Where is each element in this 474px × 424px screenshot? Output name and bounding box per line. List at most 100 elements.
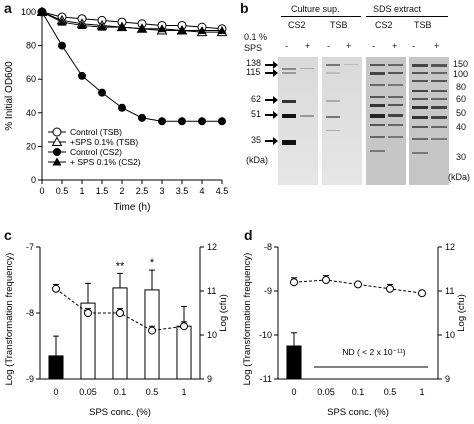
x-axis-label: SPS conc. (%) [89,407,151,418]
marker-left-62: 62 [251,94,262,104]
legend-marker [51,136,63,146]
lane-label-cs2-sds: CS2 [375,20,393,30]
marker-right-30: 30 [456,152,467,162]
legend-marker [52,157,62,166]
nd-annotation: ND ( < 2 x 10⁻¹¹) [342,347,405,357]
y-axis-label: Log (Transformation frequency) [242,253,253,386]
data-point [138,113,146,122]
marker-left-35: 35 [251,135,262,145]
x-tick-label: 4.5 [216,186,229,196]
bar [112,287,128,380]
bar [80,302,96,380]
marker-left-138: 138 [246,58,262,68]
series-line [41,11,223,30]
x-tick-label: 0.05 [317,387,335,397]
y-axis-label: Log (Transformation frequency) [4,253,15,386]
data-point [98,88,106,97]
marker-left-115: 115 [246,67,261,77]
panel-c-letter: c [4,227,12,243]
data-point [118,103,126,112]
series-line [41,11,222,31]
significance-mark: * [150,257,155,269]
kda-label-right: (kDa) [448,172,470,182]
cfu-point [148,326,156,335]
cfu-point [322,276,330,284]
x-tick-label: 0.5 [146,387,159,397]
bar [48,355,64,380]
marker-right-60: 60 [456,94,467,104]
y-axis-label: % Initial OD600 [4,61,15,131]
legend-label: + SPS 0.1% (CS2) [70,157,141,167]
legend-marker [53,148,61,156]
y-right-tick-label: 10 [207,330,217,340]
legend-label: Control (TSB) [70,127,122,137]
marker-right-150: 150 [453,59,469,69]
x-tick-label: 0.1 [352,387,365,397]
x-tick-label: 1.5 [96,186,109,196]
data-point [157,24,167,33]
data-point [117,22,127,31]
x-tick-label: 3.5 [176,186,189,196]
series-line [41,11,222,33]
y-tick-label: 40 [26,108,36,118]
group-label-culture-sup: Culture sup. [291,4,340,14]
x-tick-label: 2.5 [136,186,149,196]
data-point [58,41,66,50]
marker-right-100: 100 [453,69,469,79]
marker-left-51: 51 [251,109,262,119]
y-right-tick-label: 12 [207,242,217,252]
x-tick-label: 4 [199,186,204,196]
chart-a-od-curve: 0 20 40 60 80 100 0 0.5 1 1.5 2 2.5 3 3.5 4 4.5 Time (h)… [4,6,229,213]
y-right-tick-label: 10 [445,330,455,340]
data-point [218,117,226,126]
legend-label: Control (CS2) [70,147,122,157]
cfu-point [418,289,426,298]
gel-cs2-sds-extract [366,57,406,185]
legend: Control (TSB)+SPS 0.1% (TSB)Control (CS2… [48,127,141,167]
data-point [78,71,86,80]
sps-label-line2: SPS [244,43,263,53]
panel-b-gels: Culture sup. SDS extract CS2 TSB CS2 TSB… [238,0,474,225]
bar [286,345,302,380]
panel-b-letter: b [240,0,249,16]
data-point [97,22,107,31]
y-right-tick-label: 9 [445,374,450,384]
sps-sign-4: + [346,41,352,51]
y-right-tick-label: 9 [207,374,212,384]
bracket-culture-sup [281,16,361,17]
panel-d-letter: d [244,227,253,243]
x-tick-label: 0 [39,186,44,196]
sps-sign-8: + [434,41,440,51]
legend-label: +SPS 0.1% (TSB) [70,137,138,147]
y-right-tick-label: 12 [445,242,455,252]
y-tick-label: -9 [264,286,272,296]
chart-d-transformation: -8 -9 -10 -11 9 10 11 12 0 0.05 0.1 0.5 1 SPS conc. (… [242,242,467,418]
y-tick-label: 0 [31,175,36,185]
sps-sign-6: + [392,41,398,51]
data-point [137,24,147,33]
panel-a-letter: a [4,0,12,16]
cfu-point [354,280,362,289]
data-point [217,25,227,34]
sps-sign-5: - [372,41,375,51]
data-point [57,17,67,26]
series-0 [37,7,227,34]
series-1 [36,6,228,37]
x-tick-label: 0 [53,387,58,397]
significance-mark: ** [116,260,125,272]
x-tick-label: 1 [181,387,186,397]
x-tick-label: 3 [159,186,164,196]
x-axis-label: Time (h) [114,202,151,213]
y-right-tick-label: 11 [207,286,216,296]
y-tick-label: -7 [26,242,34,252]
x-tick-label: 2 [119,186,124,196]
cfu-point [290,278,298,287]
x-tick-label: 0.5 [56,186,69,196]
series-3 [37,7,227,34]
cfu-point [386,284,394,293]
gel-cs2-culture-sup [278,57,318,185]
x-axis-label: SPS conc. (%) [327,407,389,418]
x-tick-label: 0 [291,387,296,397]
data-point [197,25,207,34]
marker-right-80: 80 [456,82,467,92]
